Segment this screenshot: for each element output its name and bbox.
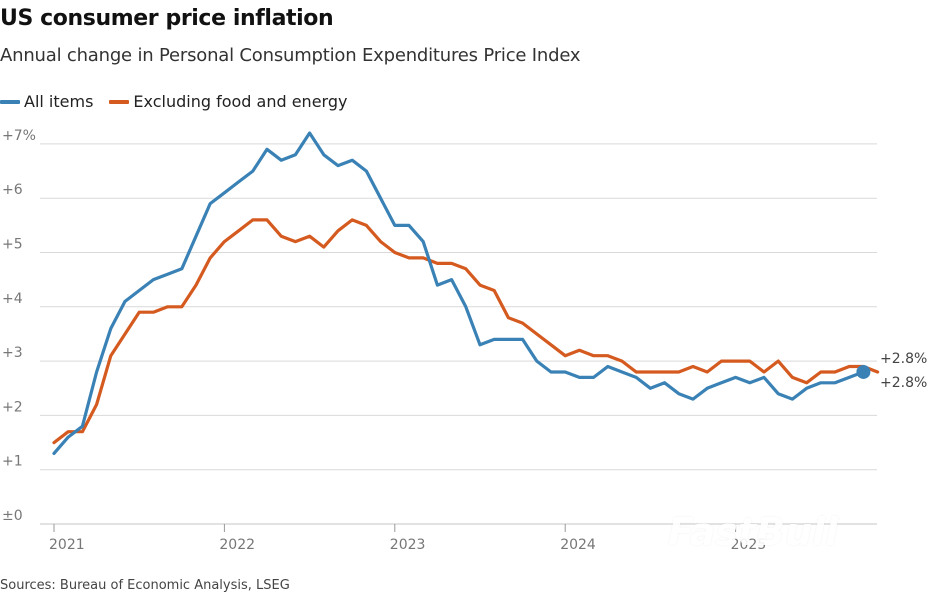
legend-swatch-core bbox=[109, 99, 130, 104]
series-line-all-items bbox=[52, 131, 866, 455]
y-tick-label: +3 bbox=[2, 345, 23, 361]
y-tick-label: +1 bbox=[2, 454, 23, 470]
series-lines bbox=[52, 131, 880, 455]
x-axis-ticks: 2021 2022 2023 2024 2025 bbox=[49, 524, 766, 553]
watermark-logo: FastBull bbox=[668, 510, 839, 554]
y-tick-label: +5 bbox=[2, 237, 23, 253]
grid-lines bbox=[40, 143, 877, 525]
x-tick-label: 2023 bbox=[390, 537, 426, 553]
y-axis-ticks: ±0 +1 +2 +3 +4 +5 +6 +7% bbox=[2, 128, 36, 524]
y-tick-label: +6 bbox=[2, 182, 23, 198]
end-label-all-items: +2.8% bbox=[880, 375, 927, 391]
end-labels: +2.8% +2.8% bbox=[856, 351, 927, 391]
x-tick-label: 2022 bbox=[219, 537, 255, 553]
chart-title: US consumer price inflation bbox=[0, 6, 334, 31]
legend-item-all-items: All items bbox=[0, 92, 93, 111]
chart-subtitle: Annual change in Personal Consumption Ex… bbox=[0, 45, 581, 66]
legend-swatch-all-items bbox=[0, 99, 20, 104]
legend-label-core: Excluding food and energy bbox=[133, 92, 348, 111]
legend: All items Excluding food and energy bbox=[0, 92, 363, 111]
x-tick-label: 2021 bbox=[49, 537, 85, 553]
series-end-marker bbox=[856, 364, 871, 379]
legend-label-all-items: All items bbox=[24, 92, 94, 111]
y-tick-label: +2 bbox=[2, 399, 23, 415]
x-tick-label: 2025 bbox=[731, 537, 767, 553]
series-line-core bbox=[52, 218, 880, 445]
x-tick-label: 2024 bbox=[560, 537, 596, 553]
y-tick-label: +7% bbox=[2, 128, 36, 144]
legend-item-core: Excluding food and energy bbox=[109, 92, 347, 111]
y-tick-label: ±0 bbox=[2, 508, 23, 524]
end-label-core: +2.8% bbox=[880, 351, 927, 367]
y-tick-label: +4 bbox=[2, 291, 23, 307]
source-note: Sources: Bureau of Economic Analysis, LS… bbox=[0, 578, 290, 593]
